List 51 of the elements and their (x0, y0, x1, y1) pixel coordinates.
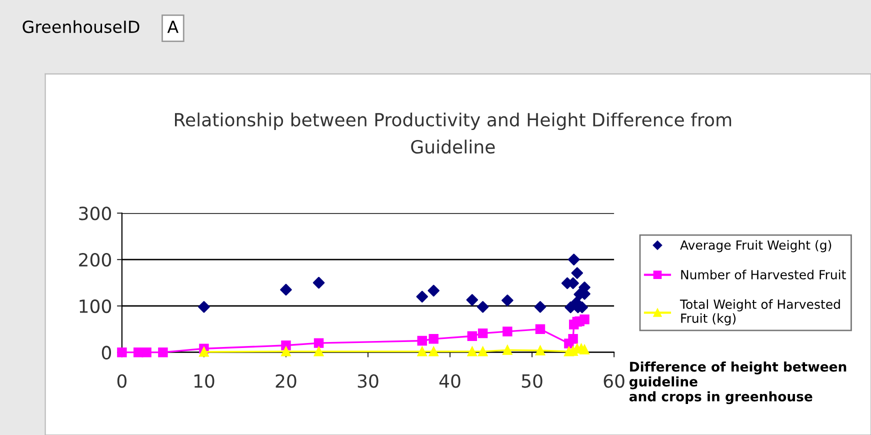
y-tick-label: 200 (79, 253, 112, 267)
legend-label: Average Fruit Weight (g) (680, 240, 832, 252)
x-axis-title: Difference of height between guideline and crops in greenhouse (629, 361, 846, 404)
point (535, 346, 546, 356)
point (416, 290, 428, 303)
text: A (167, 20, 178, 33)
point (502, 345, 512, 355)
point (535, 324, 546, 334)
legend-label: Total Weight of Harvested Fruit (kg) (680, 299, 840, 326)
point (417, 346, 427, 356)
point (571, 267, 584, 279)
point (580, 314, 590, 324)
x-tick-label: 60 (604, 374, 624, 388)
point (428, 346, 438, 356)
y-tick-label: 100 (80, 299, 112, 314)
point (534, 300, 546, 313)
point (417, 336, 427, 346)
point (428, 334, 438, 344)
point (314, 346, 324, 356)
point (478, 346, 488, 356)
point (428, 284, 440, 297)
point (502, 294, 514, 306)
x-tick-label: 0 (117, 374, 126, 388)
x-tick-label: 20 (276, 374, 296, 388)
point (580, 344, 590, 354)
point (314, 338, 324, 348)
point (312, 276, 325, 289)
chart-title: Relationship between Productivity and Height Difference from Guideline (175, 112, 732, 154)
point (280, 284, 292, 296)
x-tick-label: 40 (439, 374, 460, 388)
point (158, 347, 168, 358)
point (467, 346, 478, 356)
point (142, 347, 152, 358)
point (281, 346, 291, 356)
point (117, 347, 127, 358)
point (198, 300, 210, 313)
text: GreenhouseID (22, 20, 140, 34)
point (199, 347, 209, 357)
y-tick-label: 0 (102, 346, 112, 360)
x-tick-label: 50 (522, 374, 542, 388)
point (502, 326, 512, 336)
point (478, 328, 488, 338)
legend-label: Number of Harvested Fruit (681, 270, 846, 280)
point (476, 300, 489, 313)
point (466, 294, 478, 306)
point (568, 254, 580, 266)
x-tick-label: 30 (358, 374, 378, 388)
point (568, 334, 578, 344)
point (467, 331, 478, 341)
y-tick-label: 300 (79, 206, 112, 220)
x-tick-label: 10 (194, 374, 214, 388)
